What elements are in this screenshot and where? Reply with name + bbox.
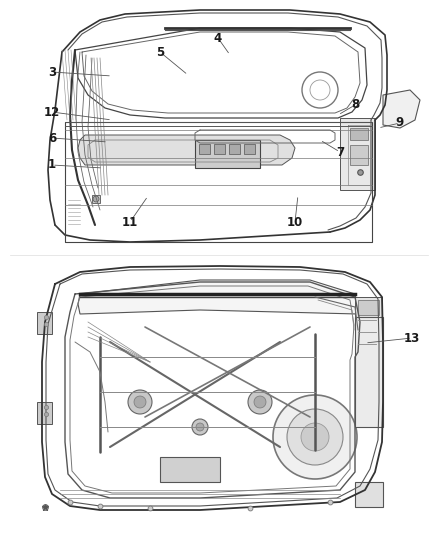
Text: 6: 6 — [48, 132, 56, 144]
Circle shape — [301, 423, 329, 451]
Bar — [37, 312, 52, 334]
Polygon shape — [383, 90, 420, 128]
Circle shape — [287, 409, 343, 465]
Text: 11: 11 — [122, 215, 138, 229]
Circle shape — [196, 423, 204, 431]
Polygon shape — [340, 118, 375, 190]
Bar — [350, 145, 368, 165]
Bar — [195, 140, 260, 168]
Bar — [229, 144, 240, 154]
Polygon shape — [160, 457, 220, 482]
Text: 8: 8 — [351, 99, 359, 111]
Circle shape — [273, 395, 357, 479]
Circle shape — [248, 390, 272, 414]
Text: 7: 7 — [336, 146, 344, 158]
Bar — [92, 195, 100, 203]
Circle shape — [254, 396, 266, 408]
Bar — [350, 128, 368, 140]
Text: 10: 10 — [287, 215, 303, 229]
Circle shape — [128, 390, 152, 414]
Polygon shape — [355, 482, 383, 507]
Text: 13: 13 — [404, 332, 420, 344]
Text: 1: 1 — [48, 158, 56, 172]
Text: 5: 5 — [156, 45, 164, 59]
Text: 12: 12 — [44, 106, 60, 118]
Polygon shape — [355, 297, 382, 362]
Text: 3: 3 — [48, 66, 56, 78]
Bar — [214, 144, 225, 154]
Text: 4: 4 — [214, 31, 222, 44]
Bar — [37, 402, 52, 424]
Circle shape — [93, 196, 99, 202]
Bar — [244, 144, 255, 154]
Polygon shape — [78, 135, 295, 165]
Circle shape — [134, 396, 146, 408]
Bar — [199, 144, 210, 154]
Polygon shape — [78, 280, 358, 314]
Circle shape — [192, 419, 208, 435]
Bar — [358, 300, 379, 315]
Polygon shape — [355, 317, 383, 427]
Text: 9: 9 — [396, 117, 404, 130]
